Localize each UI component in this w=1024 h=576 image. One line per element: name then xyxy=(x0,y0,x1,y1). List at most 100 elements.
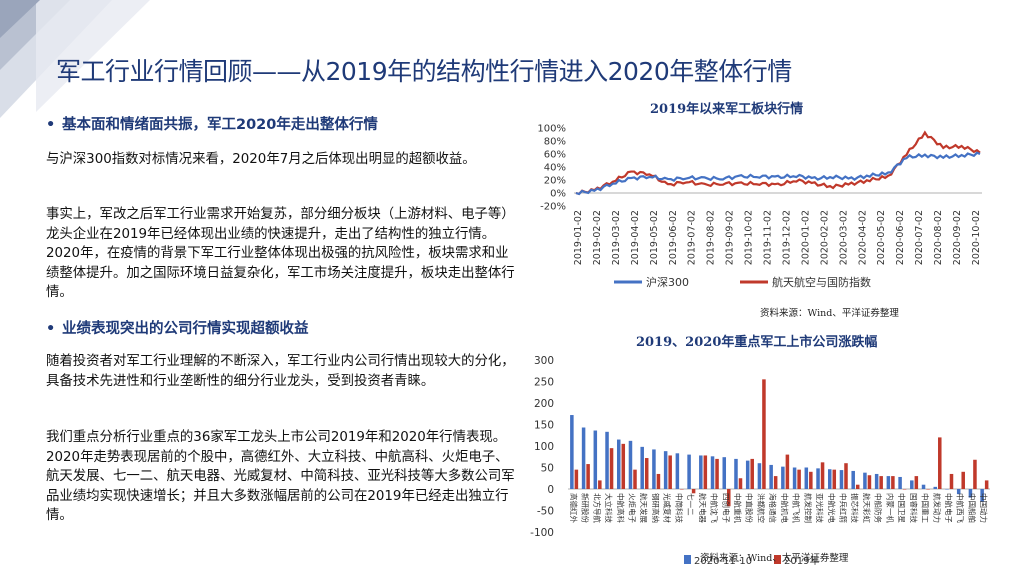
y-tick-label: 40% xyxy=(544,163,566,174)
x-tick-label: 2020-06-02 xyxy=(895,210,906,265)
bar-2019年-中直股份 xyxy=(750,458,754,489)
bar-2020-11-10-亚光科技 xyxy=(816,468,820,489)
bar-2019年-中船防务 xyxy=(879,476,883,489)
x-tick-label: 2019-08-02 xyxy=(706,210,717,265)
bar-2019年-四创电子 xyxy=(727,489,731,507)
x-category-label: 中航飞机 xyxy=(792,493,802,523)
line-chart: 100% 80% 60% 40% 20% 0% -20% 2019-01-02 2019-02-… xyxy=(537,124,982,289)
y-tick-label: 20% xyxy=(544,176,566,187)
bar-2019年-航天彩虹 xyxy=(867,475,872,489)
bar-2019年-七一二 xyxy=(691,489,696,494)
x-tick-label: 2019-05-02 xyxy=(649,210,660,265)
bar-2019年-航天发展 xyxy=(644,458,649,489)
bar-2019年-中航机电 xyxy=(785,454,790,489)
bar-2019年-中简科技 xyxy=(680,489,684,490)
x-category-label: 航天彩虹 xyxy=(862,493,872,523)
bar-2020-11-10-中航光电 xyxy=(827,469,832,489)
y-tick-label: 60% xyxy=(544,150,566,161)
bar-2020-11-10-洪都航空 xyxy=(757,463,762,489)
x-category-label: 中航沈飞 xyxy=(710,493,720,523)
x-tick-label: 2019-11-02 xyxy=(763,210,774,265)
bar-2020-11-10-中简科技 xyxy=(675,453,680,489)
x-category-label: 中兵红箭 xyxy=(838,493,848,523)
x-category-label: 中船防务 xyxy=(874,493,884,523)
bar-2019年-中航飞机 xyxy=(797,469,801,489)
x-tick-label: 2019-03-02 xyxy=(611,210,622,265)
bar-2019年-中兵红箭 xyxy=(844,463,848,489)
x-category-label: 内蒙一机 xyxy=(885,493,895,523)
bar-2020-11-10-中国重工 xyxy=(921,484,926,489)
series-line-沪深300 xyxy=(575,151,981,196)
x-tick-label: 2020-10-02 xyxy=(971,210,982,265)
legend-swatch xyxy=(774,555,781,564)
y-tick-label: 250 xyxy=(534,377,554,389)
section1-paragraph-1: 与沪深300指数对标情况来看，2020年7月之后体现出明显的超额收益。 xyxy=(46,152,476,167)
legend-label: 航天航空与国防指数 xyxy=(772,275,871,289)
legend-swatch xyxy=(684,555,691,564)
bar-2020-11-10-七一二 xyxy=(687,454,691,489)
bar-2020-11-10-国睿科技 xyxy=(910,480,914,489)
x-category-label: 中航西飞 xyxy=(956,493,966,523)
y-tick-label: 100 xyxy=(534,441,554,453)
bar-2020-11-10-中兵红箭 xyxy=(839,470,844,489)
y-tick-label: 0% xyxy=(550,189,566,200)
bar-2020-11-10-中航沈飞 xyxy=(710,456,715,489)
x-tick-label: 2019-09-02 xyxy=(725,210,736,265)
bar-2020-11-10-四创电子 xyxy=(722,457,727,489)
bar-2019年-中国船舶 xyxy=(973,459,977,489)
bar-2020-11-10-航天电器 xyxy=(699,455,703,489)
bar-2019年-振芯科技 xyxy=(855,484,860,489)
bar-2020-11-10-中航飞机 xyxy=(792,467,797,489)
bar-2020-11-10-中船防务 xyxy=(874,473,879,489)
bar-2019年-中航电子 xyxy=(949,473,954,489)
x-category-label: 中航高科 xyxy=(616,493,626,523)
y-tick-label: 200 xyxy=(534,398,554,410)
bar-2019年-中国动力 xyxy=(984,480,989,489)
bar-2020-11-10-钢研高纳 xyxy=(652,449,656,489)
bar-2020-11-10-内蒙一机 xyxy=(886,476,891,489)
bar-2019年-亚光科技 xyxy=(820,462,825,489)
bar-chart: 300 250 200 150 100 50 0 -50 -100 高德红外 新研股份 北方导航 大立科… xyxy=(530,355,990,567)
x-category-label: 中航光电 xyxy=(827,493,837,523)
bar-2020-11-10-中航高科 xyxy=(616,439,621,489)
bar-2020-11-10-中航电子 xyxy=(945,489,949,490)
x-tick-label: 2019-10-02 xyxy=(744,210,755,265)
bar-2020-11-10-中航机电 xyxy=(781,466,785,489)
bar-2019年-洪都航空 xyxy=(762,379,766,489)
x-category-label: 高德红外 xyxy=(569,493,579,523)
x-category-label: 航发动力 xyxy=(932,493,942,523)
x-category-label: 海格通信 xyxy=(768,493,778,523)
x-tick-label: 2019-02-02 xyxy=(592,210,603,265)
x-category-label: 新研股份 xyxy=(581,493,591,523)
x-category-label: 航天电器 xyxy=(698,493,708,523)
section2-heading: • 业绩表现突出的公司行情实现超额收益 xyxy=(46,321,309,337)
corner-decoration xyxy=(0,0,150,118)
bar-2020-11-10-振芯科技 xyxy=(851,470,855,489)
x-category-label: 航天发展 xyxy=(639,493,649,523)
x-tick-label: 2020-08-02 xyxy=(933,210,944,265)
x-tick-label: 2020-03-02 xyxy=(838,210,849,265)
x-category-label: 中航重机 xyxy=(733,493,743,523)
bar-chart-source: 资料来源：Wind、太平洋证券整理 xyxy=(700,553,849,564)
bar-2020-11-10-海格通信 xyxy=(769,464,773,489)
x-tick-label: 2019-07-02 xyxy=(687,210,698,265)
x-tick-label: 2019-04-02 xyxy=(630,210,641,265)
bar-2019年-中航重机 xyxy=(738,478,743,489)
x-category-label: 北方导航 xyxy=(592,493,602,523)
x-tick-label: 2019-06-02 xyxy=(668,210,679,265)
bar-2020-11-10-火炬电子 xyxy=(628,440,633,489)
bar-chart-title: 2019、2020年重点军工上市公司涨跌幅 xyxy=(636,335,878,350)
legend-label: 沪深300 xyxy=(646,275,689,289)
x-category-label: 钢研高纳 xyxy=(651,493,661,523)
bar-2019年-中航沈飞 xyxy=(715,458,719,489)
x-category-label: 火炬电子 xyxy=(627,493,637,523)
bar-2020-11-10-航发控制 xyxy=(804,467,809,489)
x-tick-label: 2020-05-02 xyxy=(876,210,887,265)
x-category-label: 七一二 xyxy=(686,493,695,516)
line-chart-source: 资料来源：Wind、平洋证券整理 xyxy=(760,308,899,319)
x-tick-label: 2020-04-02 xyxy=(857,210,868,265)
bar-2019年-航天电器 xyxy=(703,455,708,489)
x-category-label: 大立科技 xyxy=(604,493,614,523)
y-tick-label: 50 xyxy=(541,463,554,475)
x-tick-label: 2020-01-02 xyxy=(800,210,811,265)
